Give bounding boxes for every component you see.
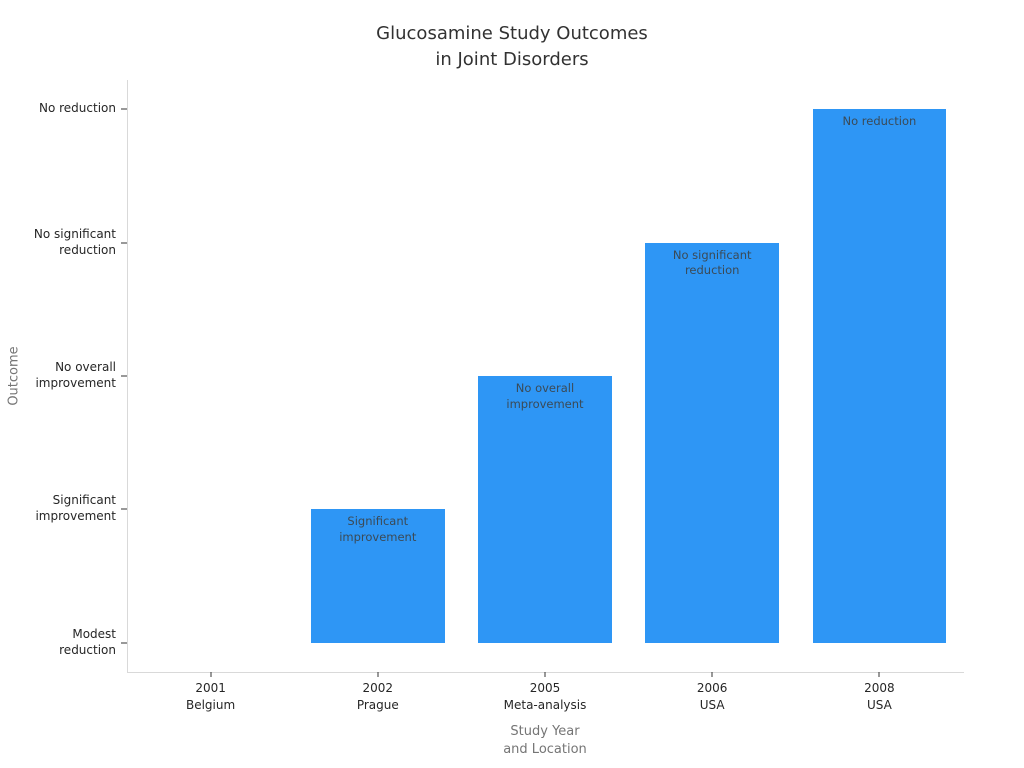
y-tick-label: No significant reduction: [33, 226, 116, 257]
bar: Significant improvement: [310, 509, 445, 643]
x-tick-label: 2008 USA: [864, 681, 895, 712]
y-tick-label: Modest reduction: [59, 626, 116, 657]
y-tick: [121, 242, 127, 244]
bar-label: No significant reduction: [672, 247, 752, 278]
x-tick: [711, 672, 713, 677]
x-axis-spine: [127, 672, 964, 673]
y-tick-label: Significant improvement: [35, 493, 116, 524]
y-tick: [121, 375, 127, 377]
bar-label: Significant improvement: [339, 514, 417, 544]
x-tick-label: 2002 Prague: [356, 681, 399, 712]
x-tick: [544, 672, 546, 677]
chart-title: Glucosamine Study Outcomes in Joint Diso…: [376, 23, 648, 70]
y-tick: [121, 508, 127, 510]
x-tick: [210, 672, 212, 677]
plot-area: Significant improvement No overall improv…: [127, 80, 963, 672]
bar-label: No overall improvement: [506, 381, 584, 411]
y-tick-label: No reduction: [39, 101, 116, 116]
y-axis-spine: [127, 80, 128, 673]
x-tick-label: 2006 USA: [696, 681, 728, 712]
y-tick: [121, 642, 127, 644]
x-axis-title: Study Year and Location: [503, 724, 587, 757]
x-tick: [878, 672, 880, 677]
bar: No overall improvement: [478, 376, 612, 643]
bar: No reduction: [812, 109, 947, 643]
y-tick: [121, 108, 127, 110]
bar: No significant reduction: [645, 242, 780, 643]
bar-label: No reduction: [842, 114, 917, 129]
x-tick-label: 2001 Belgium: [185, 681, 236, 712]
x-tick-label: 2005 Meta-analysis: [503, 681, 587, 712]
y-tick-label: No overall improvement: [35, 360, 116, 390]
x-tick: [377, 672, 379, 677]
